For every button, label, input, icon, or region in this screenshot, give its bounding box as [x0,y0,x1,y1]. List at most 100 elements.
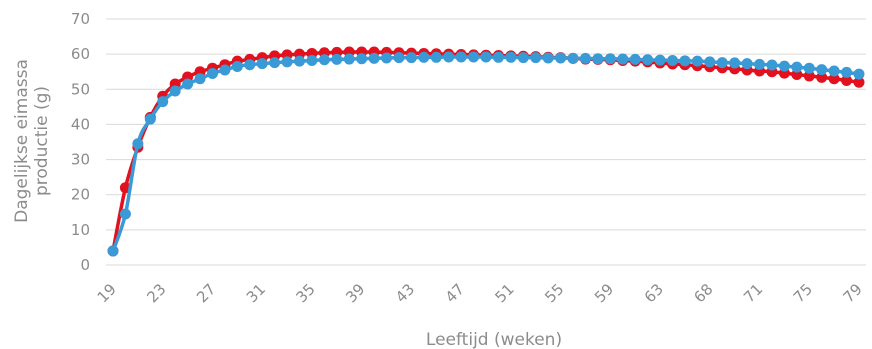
y-tick-label: 70 [71,10,90,28]
y-tick-label: 0 [80,256,90,274]
y-axis-ticks: 0 10 20 30 40 50 60 70 [71,10,90,274]
data-point [468,51,480,63]
data-point [667,54,678,66]
data-series [107,46,865,257]
data-point [778,60,790,72]
data-point [555,52,567,64]
y-axis-title-line-2: productie (g) [32,86,52,196]
x-tick-label: 19 [94,280,120,306]
x-tick-label: 51 [491,280,517,306]
data-point [318,54,330,66]
data-point [356,53,368,65]
data-point [853,76,865,88]
series-line [111,50,861,253]
y-axis-title-line-1: Dagelijkse eimassa [12,59,32,223]
series-line [111,55,861,253]
series-1 [107,46,865,257]
data-point [157,96,169,108]
data-point [381,52,393,64]
data-point [679,55,691,67]
data-point [244,59,256,71]
x-tick-label: 31 [243,280,269,306]
data-point [119,208,131,220]
data-point [617,53,629,65]
data-point [517,52,529,64]
data-point [182,78,194,90]
data-point [604,53,616,65]
data-point [766,59,778,71]
data-point [368,52,380,64]
data-point [642,54,654,66]
x-tick-label: 75 [790,280,816,306]
x-tick-label: 55 [541,280,567,306]
data-point [405,52,417,64]
data-point [704,56,716,68]
y-tick-label: 20 [71,186,90,204]
data-point [716,57,728,69]
data-point [443,51,455,63]
data-point [841,66,853,78]
data-point [816,64,828,76]
data-point [816,71,828,83]
data-point [567,52,579,64]
data-point [393,52,405,64]
data-point [803,70,815,82]
x-tick-label: 71 [740,280,766,306]
x-tick-label: 27 [193,280,219,306]
data-point [754,58,766,70]
x-tick-label: 39 [342,280,368,306]
data-point [306,54,318,66]
data-point [219,64,231,76]
data-point [691,55,703,67]
y-tick-label: 40 [71,115,90,133]
data-point [231,60,243,72]
data-point [841,75,853,86]
y-tick-label: 60 [71,45,90,63]
x-tick-label: 59 [591,280,617,306]
data-point [331,53,343,65]
x-tick-label: 35 [293,280,319,306]
data-point [729,57,741,69]
data-point [791,61,803,73]
data-point [343,53,355,65]
data-point [579,52,591,64]
data-point [132,138,144,150]
data-point [828,65,840,77]
x-axis-title: Leeftijd (weken) [426,330,562,349]
data-point [828,73,840,85]
data-point [853,68,865,80]
data-point [144,113,156,125]
data-point [654,54,666,66]
data-point [206,67,218,79]
data-point [256,58,268,70]
x-tick-label: 47 [442,280,468,306]
series-2 [107,51,865,257]
y-tick-label: 50 [71,80,90,98]
data-point [592,53,604,65]
data-point [169,85,181,97]
data-point [194,73,206,85]
data-point [107,245,119,257]
data-point [480,51,492,63]
data-point [418,51,430,63]
x-tick-label: 23 [143,280,169,306]
x-axis-ticks: 19 23 27 31 35 39 43 47 51 55 59 63 68 71 75 79 [94,280,866,306]
data-point [430,51,442,63]
data-point [281,56,293,68]
data-point [269,57,281,69]
x-tick-label: 43 [392,280,418,306]
data-point [492,51,504,63]
x-tick-label: 79 [840,280,866,306]
data-point [294,55,305,67]
y-tick-label: 10 [71,221,90,239]
x-tick-label: 63 [641,280,667,306]
x-tick-label: 68 [690,280,716,306]
data-point [542,52,554,64]
gridlines [106,18,866,266]
data-point [803,62,815,74]
data-point [505,51,517,63]
data-point [629,53,641,65]
data-point [741,58,753,70]
y-tick-label: 30 [71,151,90,169]
